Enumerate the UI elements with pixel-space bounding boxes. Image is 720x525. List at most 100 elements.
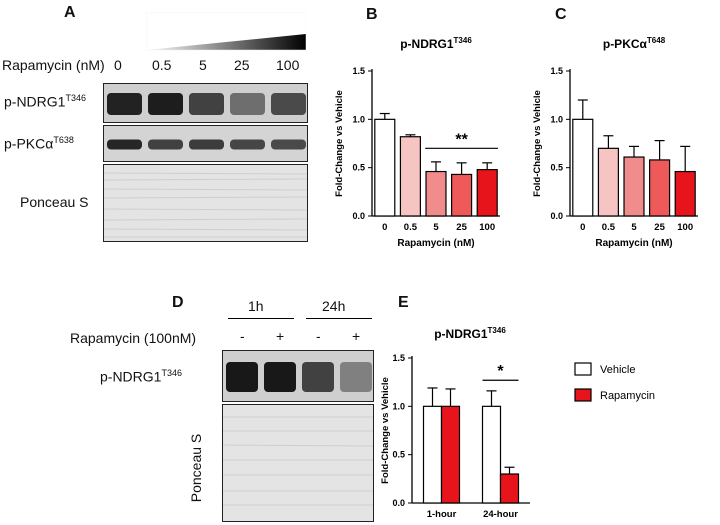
y-tick-label: 0.5: [550, 163, 563, 173]
blot-label-ndrg1: p-NDRG1T346: [4, 93, 86, 110]
x-tick-label: 25: [654, 222, 665, 233]
bar: [481, 405, 502, 504]
blot-band: [148, 93, 183, 115]
y-tick-label: 0.0: [352, 211, 365, 221]
x-tick-label: 100: [479, 222, 495, 233]
legend-label: Vehicle: [600, 364, 635, 376]
y-tick-label: 1.5: [550, 66, 563, 76]
bar: [476, 169, 498, 217]
blot-band: [189, 139, 224, 150]
bar: [440, 405, 461, 504]
panel-c-label: C: [555, 6, 567, 23]
y-tick-label: 0.5: [392, 450, 405, 460]
legend-swatch: [574, 388, 592, 402]
bar: [572, 118, 594, 217]
blot-band: [226, 362, 258, 392]
chart-title: p-NDRG1T346: [400, 36, 472, 51]
bar: [674, 170, 696, 217]
blot-band: [340, 362, 372, 392]
blot-band: [107, 139, 142, 150]
blot-label-ndrg1-d: p-NDRG1T346: [100, 368, 182, 385]
blot-pkca: [103, 125, 308, 162]
dose-label: 5: [199, 57, 207, 73]
dose-label: 0: [114, 57, 122, 73]
x-tick-label: 24-hour: [483, 509, 518, 518]
blot-band: [148, 139, 183, 150]
blot-band: [230, 139, 265, 150]
x-tick-label: 0.5: [404, 222, 418, 233]
bar: [499, 473, 520, 504]
ndrg1-bands-d: [226, 362, 372, 392]
bar: [422, 405, 443, 504]
bar: [597, 147, 619, 217]
blot-label-ponceau: Ponceau S: [20, 194, 89, 210]
panel-b-label: B: [366, 6, 378, 23]
bar: [649, 159, 671, 217]
y-tick-label: 1.0: [550, 114, 563, 124]
panel-a-label: A: [64, 4, 76, 21]
y-axis-label: Fold-Change vs Vehicle: [380, 377, 391, 484]
y-tick-label: 1.5: [352, 66, 365, 76]
rapamycin-100nm-label: Rapamycin (100nM): [70, 330, 197, 346]
sign-label: +: [352, 328, 361, 344]
x-tick-label: 100: [677, 222, 693, 233]
bar: [399, 136, 421, 217]
ndrg1-bands: [107, 93, 306, 115]
sign-label: +: [276, 328, 285, 344]
time-bar-1h: [228, 318, 294, 319]
bar: [374, 118, 396, 217]
blot-band: [264, 362, 296, 392]
x-tick-label: 0: [382, 222, 387, 233]
sign-label: -: [316, 328, 321, 344]
blot-band: [230, 93, 265, 115]
time-label-1h: 1h: [248, 298, 264, 314]
blot-ndrg1: [103, 83, 308, 123]
x-tick-label: 5: [433, 222, 439, 233]
significance-marker: **: [455, 131, 468, 148]
significance-marker: *: [497, 363, 504, 380]
y-axis-label: Fold-Change vs Vehicle: [532, 90, 543, 197]
x-tick-label: 5: [631, 222, 637, 233]
x-tick-label: 0: [580, 222, 585, 233]
legend-label: Rapamycin: [600, 390, 655, 402]
pkca-bands: [107, 139, 306, 150]
dose-label: 100: [276, 57, 300, 73]
blot-ponceau-d: [222, 404, 374, 522]
legend-swatch: [574, 362, 592, 376]
blot-ndrg1-d: [222, 350, 374, 402]
bar: [623, 156, 645, 217]
y-axis-label: Fold-Change vs Vehicle: [334, 90, 345, 197]
chart-b: p-NDRG1T346 0.0 0.5 1.0 1.5 Fold-Change vs Ve…: [334, 36, 500, 249]
time-bar-24h: [306, 318, 372, 319]
blot-band: [302, 362, 334, 392]
blot-band: [271, 93, 306, 115]
x-tick-label: 0.5: [602, 222, 616, 233]
chart-title: p-PKCαT648: [603, 36, 666, 51]
time-label-24h: 24h: [322, 298, 346, 314]
chart-e: p-NDRG1T346 0.0 0.5 1.0 1.5 Fold-Change vs Ve…: [380, 326, 655, 518]
dose-labels: 0 0.5 5 25 100: [100, 57, 305, 75]
dose-label: 0.5: [152, 57, 172, 73]
y-tick-label: 1.0: [352, 114, 365, 124]
y-tick-label: 0.0: [550, 211, 563, 221]
y-tick-label: 1.5: [392, 353, 405, 363]
x-axis-label: Rapamycin (nM): [595, 238, 672, 249]
ponceau-stain: [104, 172, 307, 238]
y-tick-label: 0.0: [392, 498, 405, 508]
chart-title: p-NDRG1T346: [434, 326, 506, 341]
blot-ponceau: [103, 164, 308, 242]
x-tick-label: 1-hour: [427, 509, 457, 518]
blot-label-ponceau-d: Ponceau S: [188, 433, 204, 503]
rapamycin-dose-label: Rapamycin (nM): [2, 57, 105, 73]
blot-band: [107, 93, 142, 115]
blot-band: [189, 93, 224, 115]
panel-d-label: D: [172, 294, 184, 311]
dose-label: 25: [234, 57, 250, 73]
panel-e-label: E: [398, 294, 409, 311]
ponceau-stain-d: [223, 416, 373, 506]
sign-label: -: [240, 328, 245, 344]
dose-gradient-wedge: [146, 12, 306, 51]
chart-c: p-PKCαT648 0.0 0.5 1.0 1.5 Fold-Change vs Veh…: [532, 36, 698, 249]
x-axis-label: Rapamycin (nM): [397, 238, 474, 249]
bar: [425, 170, 447, 217]
